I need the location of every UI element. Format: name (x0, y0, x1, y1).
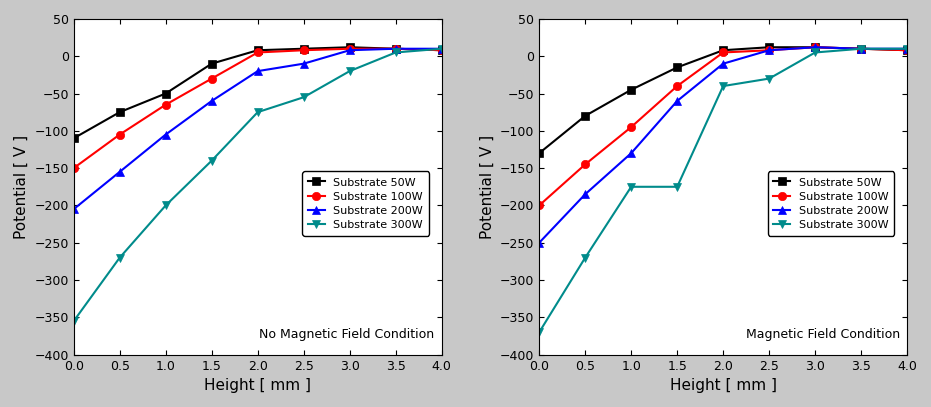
Substrate 200W (580, 192, 591, 197)
Substrate 200W (160, 132, 171, 137)
Substrate 50W (718, 48, 729, 53)
Substrate 100W (68, 166, 79, 171)
Y-axis label: Potential [ V ]: Potential [ V ] (479, 135, 494, 239)
Substrate 100W (115, 132, 126, 137)
Substrate 50W (160, 91, 171, 96)
Substrate 200W (810, 45, 821, 50)
Substrate 100W (160, 102, 171, 107)
Substrate 100W (390, 46, 401, 51)
Substrate 50W (580, 114, 591, 118)
Line: Substrate 100W: Substrate 100W (70, 45, 446, 172)
Y-axis label: Potential [ V ]: Potential [ V ] (14, 135, 29, 239)
Substrate 50W (298, 46, 309, 51)
Substrate 50W (68, 136, 79, 141)
Substrate 200W (533, 240, 545, 245)
Text: No Magnetic Field Condition: No Magnetic Field Condition (259, 328, 435, 341)
Substrate 100W (252, 50, 263, 55)
Substrate 300W (901, 46, 912, 51)
Substrate 200W (390, 46, 401, 51)
Substrate 200W (252, 69, 263, 74)
Substrate 300W (533, 330, 545, 335)
Substrate 100W (810, 45, 821, 50)
Substrate 300W (115, 255, 126, 260)
Substrate 50W (252, 48, 263, 53)
Substrate 50W (344, 45, 356, 50)
Substrate 100W (206, 76, 217, 81)
Substrate 50W (206, 61, 217, 66)
Text: Magnetic Field Condition: Magnetic Field Condition (746, 328, 900, 341)
Substrate 50W (626, 88, 637, 92)
Substrate 300W (436, 46, 447, 51)
Substrate 100W (671, 83, 682, 88)
Substrate 300W (298, 95, 309, 100)
Substrate 50W (533, 151, 545, 155)
Substrate 300W (68, 319, 79, 324)
Substrate 300W (580, 255, 591, 260)
Substrate 100W (344, 46, 356, 51)
Substrate 200W (856, 46, 867, 51)
Substrate 300W (344, 69, 356, 74)
Substrate 200W (901, 46, 912, 51)
Substrate 50W (810, 45, 821, 50)
Substrate 300W (763, 76, 775, 81)
Substrate 100W (763, 48, 775, 53)
Substrate 50W (115, 110, 126, 115)
Substrate 200W (436, 46, 447, 51)
X-axis label: Height [ mm ]: Height [ mm ] (669, 378, 776, 393)
Substrate 300W (810, 50, 821, 55)
Substrate 300W (718, 83, 729, 88)
Line: Substrate 50W: Substrate 50W (70, 43, 446, 142)
Substrate 300W (390, 50, 401, 55)
Substrate 100W (298, 48, 309, 53)
Substrate 300W (626, 184, 637, 189)
Substrate 50W (436, 48, 447, 53)
Substrate 200W (344, 48, 356, 53)
Legend: Substrate 50W, Substrate 100W, Substrate 200W, Substrate 300W: Substrate 50W, Substrate 100W, Substrate… (768, 171, 895, 236)
Substrate 200W (115, 169, 126, 174)
Substrate 200W (206, 98, 217, 103)
Line: Substrate 200W: Substrate 200W (70, 45, 446, 213)
Substrate 200W (763, 48, 775, 53)
Substrate 50W (856, 46, 867, 51)
Substrate 100W (533, 203, 545, 208)
Line: Substrate 300W: Substrate 300W (535, 45, 911, 337)
Substrate 300W (206, 158, 217, 163)
Line: Substrate 300W: Substrate 300W (70, 45, 446, 325)
Substrate 300W (856, 46, 867, 51)
Substrate 100W (856, 46, 867, 51)
Substrate 50W (671, 65, 682, 70)
Substrate 300W (671, 184, 682, 189)
Substrate 200W (671, 98, 682, 103)
Substrate 300W (160, 203, 171, 208)
Substrate 100W (436, 48, 447, 53)
X-axis label: Height [ mm ]: Height [ mm ] (204, 378, 311, 393)
Substrate 200W (298, 61, 309, 66)
Line: Substrate 200W: Substrate 200W (535, 43, 911, 247)
Substrate 50W (763, 45, 775, 50)
Substrate 100W (626, 125, 637, 129)
Substrate 100W (718, 50, 729, 55)
Substrate 200W (68, 207, 79, 212)
Substrate 100W (901, 48, 912, 53)
Substrate 300W (252, 110, 263, 115)
Line: Substrate 50W: Substrate 50W (535, 43, 911, 158)
Substrate 50W (901, 48, 912, 53)
Line: Substrate 100W: Substrate 100W (535, 43, 911, 210)
Substrate 200W (626, 151, 637, 155)
Legend: Substrate 50W, Substrate 100W, Substrate 200W, Substrate 300W: Substrate 50W, Substrate 100W, Substrate… (303, 171, 429, 236)
Substrate 200W (718, 61, 729, 66)
Substrate 50W (390, 46, 401, 51)
Substrate 100W (580, 162, 591, 167)
